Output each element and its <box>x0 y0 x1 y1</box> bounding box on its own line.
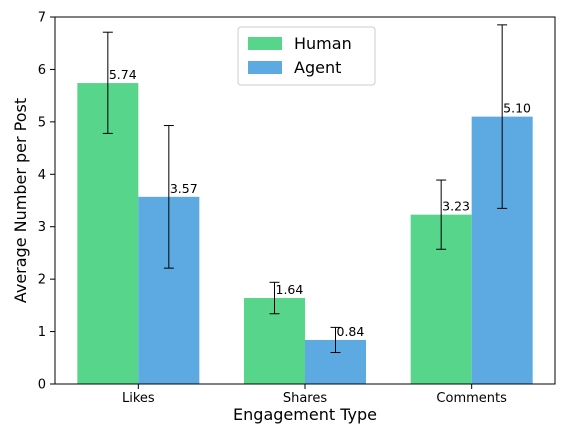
data-label-human-shares: 1.64 <box>276 282 304 297</box>
legend-swatch-human <box>248 37 282 50</box>
x-axis-title: Engagement Type <box>233 405 377 424</box>
data-label-human-likes: 5.74 <box>109 67 137 82</box>
y-axis: 0 1 2 3 4 5 6 7 <box>38 11 55 393</box>
y-tick-label: 0 <box>38 378 46 393</box>
legend-swatch-agent <box>248 61 282 74</box>
data-label-agent-comments: 5.10 <box>503 101 531 116</box>
legend-label-agent: Agent <box>294 58 341 77</box>
data-label-agent-shares: 0.84 <box>337 324 365 339</box>
y-tick-label: 7 <box>38 11 46 26</box>
y-axis-title: Average Number per Post <box>11 98 30 303</box>
x-tick-label: Shares <box>283 391 328 406</box>
bars-layer <box>77 83 533 384</box>
x-tick-label: Comments <box>436 391 507 406</box>
legend: Human Agent <box>237 26 376 86</box>
data-label-agent-likes: 3.57 <box>170 181 198 196</box>
y-tick-label: 5 <box>38 115 46 130</box>
x-axis: Likes Shares Comments <box>122 384 507 406</box>
y-tick-label: 2 <box>38 273 46 288</box>
x-tick-label: Likes <box>122 391 155 406</box>
y-tick-label: 4 <box>38 168 46 183</box>
data-label-human-comments: 3.23 <box>442 199 470 214</box>
data-labels-layer: 5.74 3.57 1.64 0.84 3.23 5.10 <box>109 67 531 339</box>
error-bars-layer <box>102 24 508 354</box>
y-tick-label: 1 <box>38 325 46 340</box>
y-tick-label: 3 <box>38 220 46 235</box>
y-tick-label: 6 <box>38 63 46 78</box>
legend-label-human: Human <box>294 34 352 53</box>
